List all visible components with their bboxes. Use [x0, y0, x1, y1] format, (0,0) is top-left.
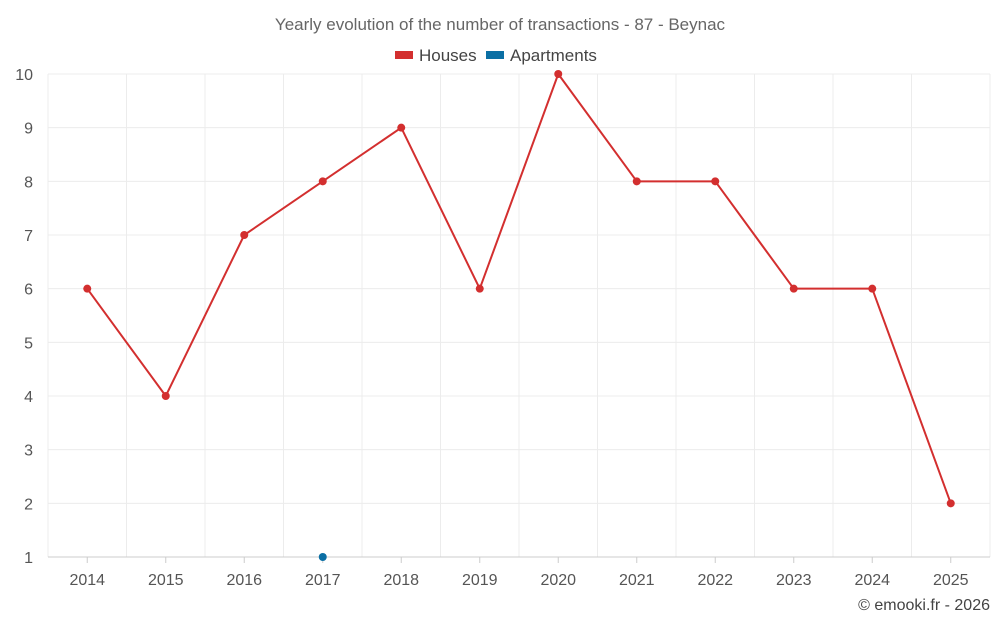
chart-legend: Houses Apartments: [395, 46, 597, 65]
y-tick-label: 7: [24, 228, 33, 245]
x-tick-label: 2021: [619, 572, 655, 589]
grid: [47, 73, 991, 557]
credit-text: © emooki.fr - 2026: [858, 597, 990, 614]
series: [83, 70, 955, 561]
houses-data-point: [83, 284, 92, 293]
apartments-data-point: [318, 553, 327, 561]
x-tick-label: 2023: [776, 572, 812, 589]
x-tick-label: 2015: [148, 572, 184, 589]
houses-data-point: [397, 123, 406, 132]
houses-data-point: [554, 70, 563, 78]
x-tick-label: 2022: [697, 572, 733, 589]
houses-data-point: [632, 177, 641, 186]
houses-data-point: [475, 284, 484, 293]
houses-data-point: [946, 499, 955, 508]
y-tick-label: 5: [24, 335, 33, 352]
y-tick-label: 4: [24, 389, 33, 406]
y-tick-label: 6: [24, 282, 33, 299]
x-tick-label: 2016: [226, 572, 262, 589]
x-tick-label: 2020: [540, 572, 576, 589]
y-tick-label: 3: [24, 443, 33, 460]
y-tick-label: 2: [24, 496, 33, 513]
houses-series-line: [86, 73, 952, 504]
houses-data-point: [868, 284, 877, 293]
legend-swatch-houses: [395, 51, 413, 59]
axes: 1 2 3 4 5 6 7 8 9 10 2014 2015 2016 2017 2018 2019 2020 2…: [15, 67, 990, 589]
legend-label-apartments: Apartments: [510, 46, 597, 65]
houses-data-point: [318, 177, 327, 186]
legend-label-houses: Houses: [419, 46, 477, 65]
chart-title: Yearly evolution of the number of transa…: [275, 15, 726, 34]
y-tick-label: 9: [24, 121, 33, 138]
houses-data-point: [711, 177, 720, 186]
x-tick-label: 2017: [305, 572, 341, 589]
houses-data-point: [161, 392, 170, 400]
x-tick-label: 2024: [854, 572, 890, 589]
x-tick-label: 2018: [383, 572, 419, 589]
x-tick-label: 2025: [933, 572, 969, 589]
y-tick-label: 10: [15, 67, 33, 84]
houses-data-point: [789, 284, 798, 293]
x-tick-label: 2019: [462, 572, 498, 589]
legend-swatch-apartments: [486, 51, 504, 59]
x-tick-label: 2014: [69, 572, 105, 589]
y-tick-label: 8: [24, 174, 33, 191]
houses-data-point: [240, 231, 249, 239]
y-tick-label: 1: [24, 550, 33, 567]
